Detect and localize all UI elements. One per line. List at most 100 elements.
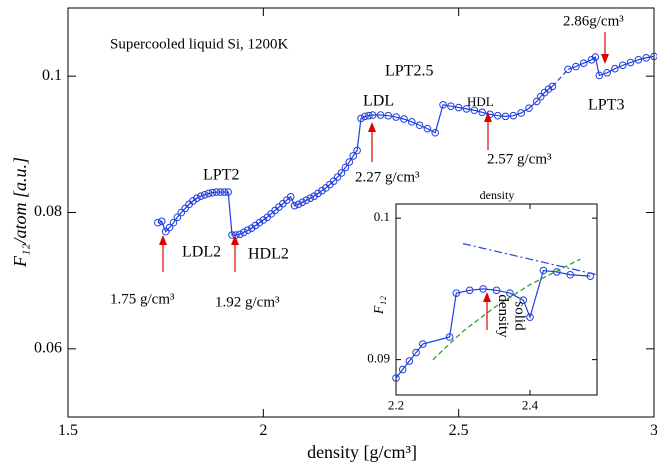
data-point — [439, 100, 447, 109]
data-point — [405, 357, 414, 365]
arrowhead — [231, 235, 239, 245]
annotation-line: solid — [511, 301, 527, 331]
data-point — [314, 189, 322, 198]
data-point — [419, 340, 427, 348]
data-point — [470, 106, 479, 115]
data-point — [298, 198, 307, 207]
data-point — [465, 286, 474, 295]
data-point — [501, 112, 510, 121]
data-point — [525, 104, 533, 113]
data-point — [462, 105, 471, 113]
data-point — [400, 115, 408, 123]
data-point — [509, 111, 518, 120]
data-point — [479, 285, 487, 293]
data-point — [177, 208, 186, 217]
annotation: 1.92 g/cm³ — [215, 294, 280, 310]
arrows — [159, 32, 609, 330]
x-tick-label: 2 — [259, 422, 267, 439]
data-point — [294, 200, 303, 209]
data-point — [368, 111, 377, 119]
annotation: LPT3 — [588, 97, 624, 114]
data-point — [454, 103, 463, 112]
data-point — [398, 365, 407, 374]
y-axis-label: F₁₂/atom [a.u.] — [10, 157, 30, 268]
annotation: HDL2 — [248, 246, 289, 263]
data-point — [306, 194, 315, 202]
data-point — [533, 97, 541, 106]
data-point — [626, 58, 635, 67]
data-point — [240, 228, 248, 237]
data-point — [197, 192, 205, 200]
annotation: LPT2.5 — [385, 63, 433, 80]
data-point — [361, 112, 369, 121]
data-point — [157, 217, 166, 226]
data-point — [181, 204, 189, 213]
inset-title: density — [480, 188, 515, 202]
data-point — [519, 296, 528, 305]
data-point — [392, 374, 400, 382]
series-line — [551, 68, 569, 87]
data-point — [591, 53, 600, 61]
data-point — [255, 218, 264, 227]
data-point — [548, 82, 557, 91]
data-point — [634, 56, 643, 64]
annotation: LDL2 — [182, 244, 221, 261]
data-point — [539, 266, 548, 275]
arrowhead — [601, 54, 609, 64]
data-point — [365, 111, 373, 120]
y-tick-label: 0.08 — [34, 203, 62, 220]
data-point — [251, 221, 260, 230]
data-point — [595, 71, 604, 80]
y-axis-label: F₁₂ — [372, 296, 387, 315]
data-point — [247, 224, 256, 232]
data-point — [478, 108, 486, 117]
data-point — [526, 313, 534, 321]
series-line — [432, 258, 581, 361]
data-point — [345, 158, 354, 166]
annotation: LPT2 — [203, 167, 239, 184]
annotation: soliddensity — [494, 294, 527, 338]
data-point — [189, 197, 197, 205]
data-point — [216, 188, 225, 196]
data-point — [154, 218, 162, 227]
data-point — [349, 152, 357, 160]
annotation: Supercooled liquid Si, 1200K — [110, 36, 288, 52]
x-axis-label: density [g/cm³] — [307, 442, 417, 462]
data-point — [302, 196, 311, 205]
data-point — [200, 190, 209, 199]
annotation: 1.75 g/cm³ — [110, 291, 175, 307]
data-point — [587, 56, 596, 64]
y-tick-label: 0.06 — [34, 340, 62, 357]
data-point — [169, 218, 178, 227]
data-point — [445, 333, 454, 341]
series-line — [567, 55, 655, 77]
data-point — [212, 188, 221, 196]
data-point — [603, 68, 611, 77]
data-point — [204, 189, 213, 198]
data-point — [492, 286, 501, 295]
data-point — [415, 121, 424, 130]
data-point — [579, 59, 588, 68]
data-point — [337, 169, 346, 177]
data-point — [318, 186, 326, 195]
series-line — [462, 243, 598, 276]
data-point — [236, 230, 244, 239]
arrowhead — [484, 112, 492, 122]
data-point — [650, 52, 657, 61]
data-point — [173, 213, 182, 222]
y-tick-label: 0.09 — [367, 351, 390, 366]
data-point — [493, 111, 502, 120]
arrowhead — [159, 235, 167, 245]
data-point — [357, 114, 365, 123]
data-point — [412, 348, 420, 357]
data-point — [618, 61, 627, 70]
data-point — [572, 62, 580, 71]
data-point — [220, 188, 229, 196]
data-point — [564, 65, 572, 74]
annotation: LDL — [363, 93, 394, 110]
data-point — [566, 270, 575, 279]
data-point — [353, 146, 361, 155]
data-point — [341, 163, 350, 172]
